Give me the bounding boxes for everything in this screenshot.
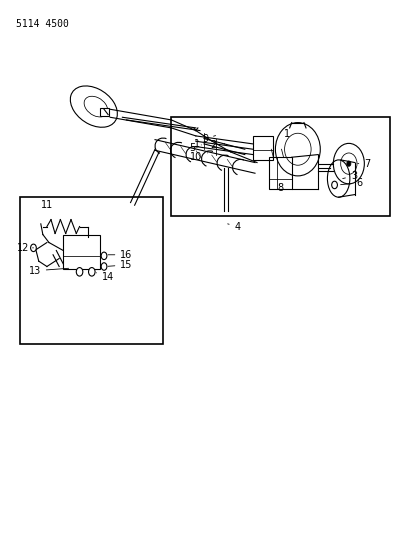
Text: 8: 8 <box>277 183 284 192</box>
Circle shape <box>347 161 351 166</box>
Text: 1: 1 <box>284 130 290 139</box>
Text: 7: 7 <box>358 159 370 168</box>
Text: 2: 2 <box>204 140 216 150</box>
Circle shape <box>89 268 95 276</box>
Text: 11: 11 <box>41 200 53 210</box>
Text: 1: 1 <box>194 139 200 149</box>
Text: 6: 6 <box>341 178 362 188</box>
Text: 15: 15 <box>108 260 133 270</box>
Circle shape <box>101 263 107 270</box>
Bar <box>100 108 109 116</box>
Text: 14: 14 <box>96 272 114 282</box>
Bar <box>171 117 390 216</box>
Bar <box>20 197 163 344</box>
Bar <box>269 157 292 189</box>
Text: 10: 10 <box>190 152 208 162</box>
Text: 5114 4500: 5114 4500 <box>16 19 69 29</box>
Circle shape <box>31 244 36 252</box>
Text: 12: 12 <box>18 243 33 253</box>
Text: 9: 9 <box>202 134 215 143</box>
Text: 13: 13 <box>29 266 69 276</box>
Circle shape <box>332 181 337 189</box>
Text: 5: 5 <box>190 143 202 153</box>
Circle shape <box>76 268 83 276</box>
Circle shape <box>101 252 107 260</box>
Text: 3: 3 <box>343 171 357 181</box>
Text: 4: 4 <box>228 222 241 231</box>
Bar <box>253 136 273 160</box>
Text: 16: 16 <box>108 250 133 260</box>
Bar <box>63 235 100 269</box>
